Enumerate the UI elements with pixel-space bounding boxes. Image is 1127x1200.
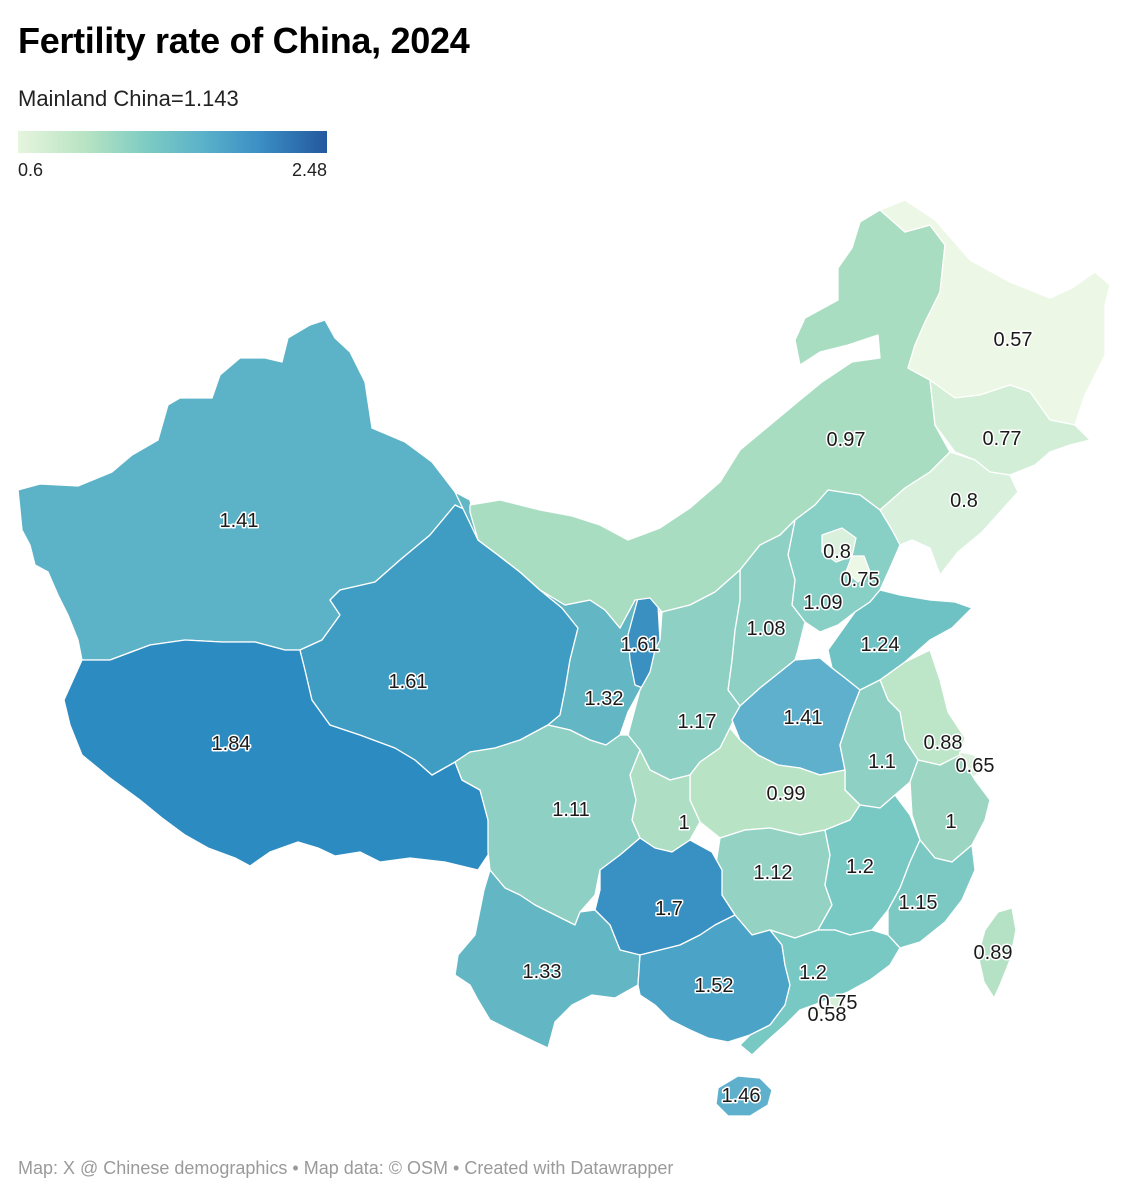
label-xinjiang: 1.41 xyxy=(220,510,259,532)
label-hainan: 1.46 xyxy=(722,1085,761,1107)
label-guangdong: 1.2 xyxy=(799,962,827,984)
label-henan: 1.41 xyxy=(784,707,823,729)
label-guizhou: 1.7 xyxy=(655,898,683,920)
region-taiwan[interactable] xyxy=(977,907,1017,999)
label-zhejiang: 1 xyxy=(945,811,956,833)
label-liaoning: 0.8 xyxy=(950,490,978,512)
label-macau: 0.58 xyxy=(808,1004,847,1026)
color-legend: 0.6 2.48 xyxy=(18,130,327,180)
region-tibet[interactable] xyxy=(63,639,491,871)
region-shapes xyxy=(17,199,1111,1117)
label-hubei: 0.99 xyxy=(767,783,806,805)
label-heilongjiang: 0.57 xyxy=(994,329,1033,351)
region-hainan[interactable] xyxy=(715,1075,773,1117)
legend-gradient-bar xyxy=(18,131,327,153)
label-tianjin: 0.75 xyxy=(841,569,880,591)
label-ningxia: 1.61 xyxy=(621,634,660,656)
region-guangdong[interactable] xyxy=(739,929,901,1056)
label-inner-mongolia: 0.97 xyxy=(827,429,866,451)
label-jilin: 0.77 xyxy=(983,428,1022,450)
label-guangxi: 1.52 xyxy=(695,975,734,997)
region-hong-kong[interactable] xyxy=(827,995,847,1013)
label-tibet: 1.84 xyxy=(212,733,251,755)
legend-min-label: 0.6 xyxy=(18,160,44,180)
label-shandong: 1.24 xyxy=(861,634,900,656)
label-gansu: 1.32 xyxy=(585,688,624,710)
label-yunnan: 1.33 xyxy=(523,961,562,983)
region-value-labels: 1.41 1.84 1.61 1.32 1.61 0.97 0.57 0.77 … xyxy=(210,328,1034,1109)
label-anhui: 1.1 xyxy=(868,751,896,773)
region-fujian[interactable] xyxy=(887,839,976,949)
label-shaanxi: 1.17 xyxy=(678,711,717,733)
label-taiwan: 0.89 xyxy=(974,942,1013,964)
region-yunnan[interactable] xyxy=(454,869,641,1049)
map-subtitle: Mainland China=1.143 xyxy=(18,86,239,111)
label-fujian: 1.15 xyxy=(899,892,938,914)
label-hunan: 1.12 xyxy=(754,862,793,884)
source-footer: Map: X @ Chinese demographics • Map data… xyxy=(18,1158,674,1178)
map-title: Fertility rate of China, 2024 xyxy=(18,20,470,61)
label-hong-kong: 0.75 xyxy=(819,992,858,1014)
region-macau[interactable] xyxy=(811,1005,823,1017)
label-beijing: 0.8 xyxy=(823,541,851,563)
label-qinghai: 1.61 xyxy=(389,671,428,693)
legend-max-label: 2.48 xyxy=(291,160,327,180)
label-shanxi: 1.08 xyxy=(747,618,786,640)
region-liaoning[interactable] xyxy=(879,451,1019,576)
label-chongqing: 1 xyxy=(678,812,689,834)
label-jiangsu: 0.88 xyxy=(924,732,963,754)
label-sichuan: 1.11 xyxy=(552,799,589,821)
region-tianjin[interactable] xyxy=(845,555,871,583)
label-hebei: 1.09 xyxy=(804,592,843,614)
label-jiangxi: 1.2 xyxy=(846,856,874,878)
label-shanghai: 0.65 xyxy=(956,755,995,777)
